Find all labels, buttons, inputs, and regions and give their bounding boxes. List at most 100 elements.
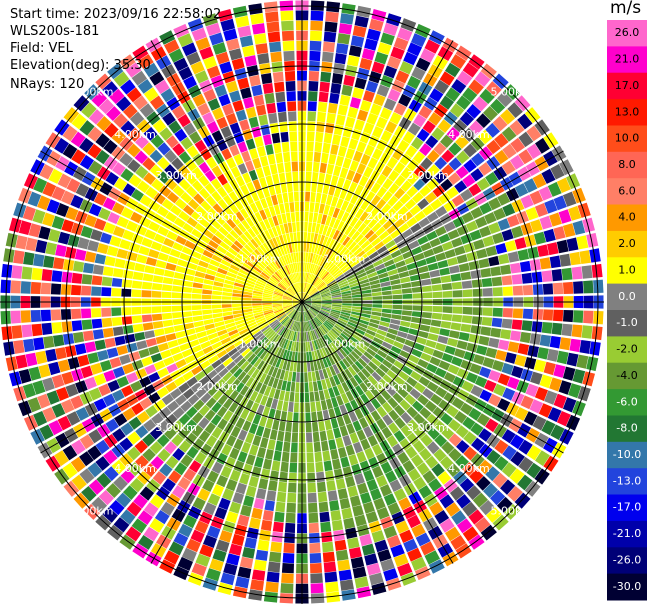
radar-bin: [419, 185, 432, 197]
radar-bin: [263, 254, 272, 264]
radar-bin: [240, 360, 250, 371]
radar-bin: [27, 191, 42, 207]
radar-bin: [468, 509, 484, 525]
radar-bin: [393, 340, 404, 350]
radar-bin: [57, 415, 72, 431]
radar-bin: [206, 224, 218, 235]
radar-bin: [191, 412, 204, 424]
radar-bin: [33, 337, 45, 351]
radar-bin: [28, 366, 42, 381]
radar-bin: [157, 171, 170, 184]
radar-bin: [142, 142, 156, 156]
radar-bin: [332, 269, 342, 278]
radar-bin: [424, 550, 440, 565]
radar-bin: [307, 252, 311, 263]
radar-bin: [192, 153, 205, 166]
radar-bin: [448, 448, 462, 462]
radar-bin: [438, 192, 451, 205]
radar-bin: [514, 237, 527, 250]
radar-bin: [185, 172, 197, 185]
radar-bin: [510, 262, 521, 274]
radar-bin: [307, 121, 316, 132]
radar-bin: [285, 276, 292, 286]
radar-bin: [236, 322, 247, 329]
radar-bin: [191, 250, 202, 260]
radar-bin: [119, 437, 133, 452]
radar-bin: [125, 526, 142, 542]
radar-bin: [234, 319, 245, 326]
radar-bin: [81, 308, 92, 319]
radar-bin: [192, 310, 203, 316]
radar-bin: [242, 306, 253, 310]
radar-bin: [559, 253, 571, 267]
radar-bin: [312, 431, 320, 443]
radar-bin: [275, 368, 282, 379]
radar-bin: [420, 434, 433, 447]
radar-bin: [268, 279, 277, 287]
radar-bin: [203, 380, 214, 392]
radar-bin: [21, 324, 33, 338]
radar-bin: [411, 280, 422, 288]
radar-bin: [251, 23, 266, 35]
radar-bin: [156, 205, 169, 218]
radar-bin: [414, 566, 431, 581]
radar-bin: [282, 192, 289, 203]
radar-bin: [172, 312, 183, 319]
radar-bin: [313, 340, 319, 350]
radar-bin: [347, 366, 357, 377]
radar-bin: [401, 310, 412, 316]
radar-bin: [202, 284, 213, 290]
radar-bin: [576, 354, 589, 369]
radar-bin: [348, 45, 362, 57]
radar-bin: [287, 308, 295, 316]
radar-bin: [340, 263, 350, 272]
radar-bin: [381, 312, 392, 319]
radar-bin: [74, 249, 87, 261]
radar-bin: [164, 441, 178, 455]
radar-bin: [324, 419, 332, 431]
radar-bin: [203, 534, 217, 548]
radar-bin: [381, 308, 392, 314]
radar-bin: [282, 553, 295, 564]
radar-bin: [296, 372, 300, 383]
radar-bin: [358, 342, 368, 351]
radar-bin: [337, 145, 347, 157]
radar-bin: [466, 104, 482, 119]
radar-bin: [378, 272, 389, 279]
radar-bin: [331, 196, 339, 207]
radar-bin: [291, 432, 298, 443]
radar-bin: [305, 181, 311, 192]
radar-bin: [197, 102, 211, 116]
radar-bin: [502, 308, 513, 318]
radar-bin: [229, 469, 241, 482]
radar-bin: [389, 112, 402, 125]
radar-bin: [220, 126, 232, 139]
radar-bin: [529, 190, 543, 205]
radar-bin: [406, 159, 419, 172]
radar-bin: [181, 547, 197, 562]
radar-bin: [284, 522, 296, 533]
radar-bin: [180, 454, 193, 468]
radar-bin: [84, 84, 101, 101]
radar-bin: [273, 273, 282, 282]
radar-bin: [456, 95, 471, 110]
radar-bin: [340, 288, 351, 293]
radar-bin: [400, 424, 413, 437]
radar-bin: [331, 519, 344, 531]
radar-bin: [152, 275, 164, 283]
radar-bin: [340, 313, 350, 319]
radar-bin: [502, 387, 516, 401]
radar-bin: [93, 373, 107, 386]
radar-bin: [326, 1, 341, 13]
radar-bin: [237, 141, 248, 153]
radar-bin: [429, 501, 444, 516]
radar-bin: [116, 216, 129, 228]
colorbar-tick-label: -21.0: [613, 527, 641, 540]
radar-bin: [325, 215, 332, 226]
radar-bin: [237, 325, 248, 332]
radar-bin: [462, 289, 473, 298]
range-ring-label: 2.00km: [196, 210, 238, 223]
radar-bin: [390, 46, 405, 60]
radar-bin: [275, 310, 285, 317]
radar-bin: [166, 363, 178, 374]
